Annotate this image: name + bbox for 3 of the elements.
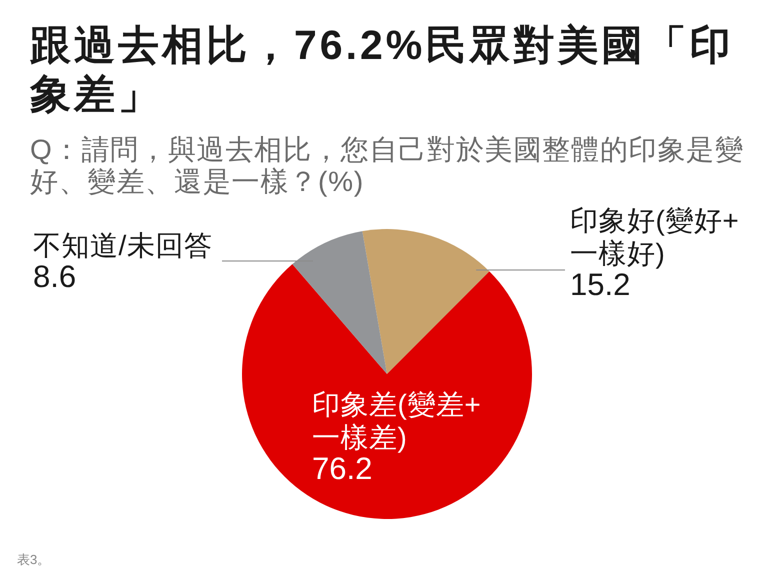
annotation: 表3。 (17, 552, 50, 568)
subtitle: Q：請問，與過去相比，您自己對於美國整體的印象是變好、變差、還是一樣？(%) (30, 134, 745, 198)
title: 跟過去相比，76.2%民眾對美國「印象差」 (30, 21, 734, 119)
